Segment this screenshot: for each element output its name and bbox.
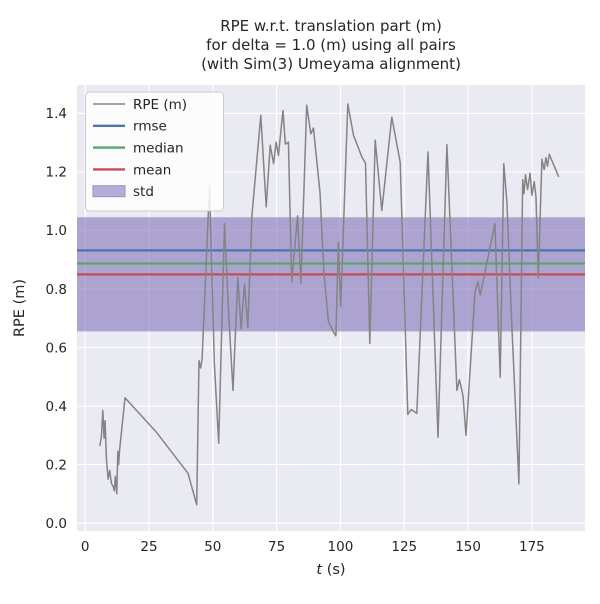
y-axis-label: RPE (m) [12, 279, 28, 337]
legend: RPE (m) rmse median mean std [85, 91, 224, 212]
legend-label-rpem: RPE (m) [133, 97, 187, 113]
x-tick-label: 125 [391, 539, 417, 555]
x-tick-label: 0 [81, 539, 90, 555]
x-axis-label-symbol: t [316, 562, 323, 578]
title-line-3: (with Sim(3) Umeyama alignment) [201, 55, 461, 73]
title-line-2: for delta = 1.0 (m) using all pairs [206, 36, 456, 54]
legend-items: RPE (m) rmse median mean std [92, 97, 187, 200]
y-tick-label: 0.4 [46, 399, 67, 415]
x-axis-label-unit: (s) [322, 562, 345, 578]
x-tick-label: 175 [519, 539, 545, 555]
x-tick-label: 75 [268, 539, 285, 555]
x-tick-label: 25 [140, 539, 157, 555]
y-tick-labels: 0.0 0.2 0.4 0.6 0.8 1.0 1.2 1.4 [46, 106, 67, 532]
x-tick-label: 50 [204, 539, 221, 555]
x-tick-labels: 0 25 50 75 100 125 150 175 [81, 539, 545, 555]
legend-label-median: median [133, 141, 184, 157]
rpe-series-line [99, 103, 560, 506]
legend-label-rmse: rmse [133, 119, 167, 135]
y-tick-label: 0.0 [46, 516, 67, 532]
y-tick-label: 1.0 [46, 223, 67, 239]
legend-label-std: std [133, 184, 154, 200]
legend-box [85, 91, 224, 212]
y-tick-label: 1.4 [46, 106, 67, 122]
x-tick-label: 100 [328, 539, 354, 555]
y-tick-label: 0.8 [46, 282, 67, 298]
y-tick-label: 1.2 [46, 165, 67, 181]
x-tick-label: 150 [455, 539, 481, 555]
legend-swatch-std [92, 185, 126, 198]
x-axis-label: t (s) [316, 562, 345, 578]
y-tick-label: 0.6 [46, 340, 67, 356]
y-tick-label: 0.2 [46, 457, 67, 473]
title-line-1: RPE w.r.t. translation part (m) [220, 17, 442, 35]
chart-title: RPE w.r.t. translation part (m) for delt… [201, 17, 461, 73]
legend-label-mean: mean [133, 162, 171, 178]
